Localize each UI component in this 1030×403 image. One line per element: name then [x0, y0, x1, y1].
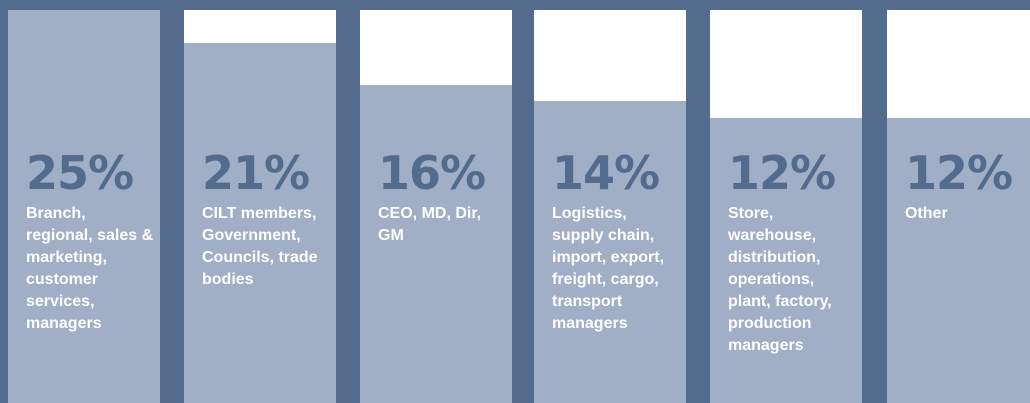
column: 14% Logistics, supply chain, import, expo…	[534, 10, 686, 403]
category-label: CEO, MD, Dir, GM	[378, 205, 482, 244]
category-label: CILT members, Government, Councils, trad…	[202, 205, 318, 288]
column: 16% CEO, MD, Dir, GM	[360, 10, 512, 403]
bar	[184, 43, 336, 403]
category-label: Logistics, supply chain, import, export,…	[552, 205, 665, 332]
value-label: 21%	[202, 146, 310, 200]
category-label: Other	[905, 205, 948, 222]
bar	[887, 117, 1030, 403]
bar	[710, 117, 862, 403]
column: 25% Branch, regional, sales & marketing, …	[8, 10, 160, 403]
category-label: Branch, regional, sales & marketing, cus…	[26, 205, 154, 332]
category-label: Store, warehouse, distribution, operatio…	[728, 205, 832, 354]
value-label: 14%	[552, 146, 660, 200]
column: 12% Store, warehouse, distribution, opera…	[710, 10, 862, 403]
value-label: 25%	[26, 146, 134, 200]
bar	[8, 10, 160, 403]
value-label: 12%	[728, 146, 836, 200]
value-label: 16%	[378, 146, 486, 200]
column: 21% CILT members, Government, Councils, t…	[184, 10, 336, 403]
bar	[360, 84, 512, 403]
bar	[534, 101, 686, 403]
column: 12% Other	[887, 10, 1030, 403]
value-label: 12%	[905, 146, 1013, 200]
